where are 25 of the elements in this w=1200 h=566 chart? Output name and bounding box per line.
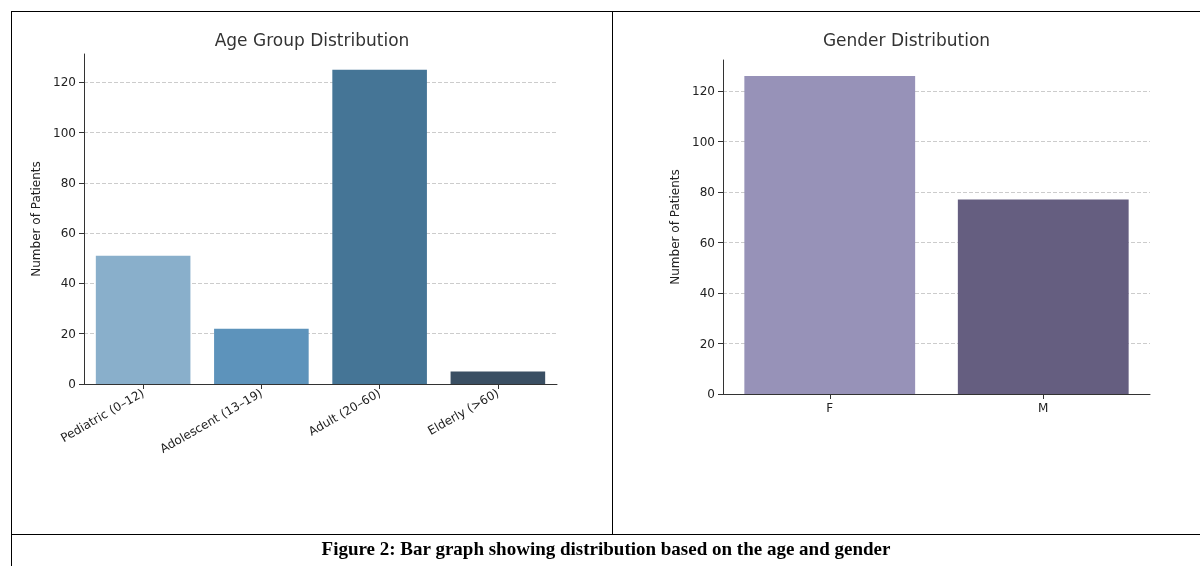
y-tick-label: 40 <box>699 286 715 301</box>
bar <box>214 328 309 384</box>
y-tick-label: 100 <box>692 134 715 149</box>
y-tick-label: 20 <box>60 326 76 341</box>
x-tick-label: M <box>1038 401 1049 415</box>
y-tick-label: 0 <box>68 377 76 391</box>
y-tick-label: 20 <box>699 336 715 351</box>
bar <box>332 69 427 384</box>
y-axis-title: Number of Patients <box>668 169 683 285</box>
y-tick-label: 60 <box>699 235 715 250</box>
y-tick-label: 40 <box>60 276 76 291</box>
y-tick-label: 120 <box>53 75 76 90</box>
y-tick-label: 120 <box>692 84 715 99</box>
chart-title: Gender Distribution <box>822 29 991 50</box>
chart-title: Age Group Distribution <box>214 29 410 50</box>
caption: Figure 2: Bar graph showing distribution based on the age and gender <box>12 534 1200 565</box>
bar <box>95 255 191 384</box>
y-tick-label: 0 <box>707 387 715 401</box>
y-tick-label: 100 <box>53 125 76 140</box>
y-axis-title: Number of Patients <box>29 161 44 277</box>
y-tick-label: 60 <box>60 226 76 241</box>
y-tick-label: 80 <box>699 185 715 200</box>
x-tick-label: F <box>826 401 834 415</box>
y-tick-label: 80 <box>60 175 76 190</box>
bar <box>450 371 546 384</box>
